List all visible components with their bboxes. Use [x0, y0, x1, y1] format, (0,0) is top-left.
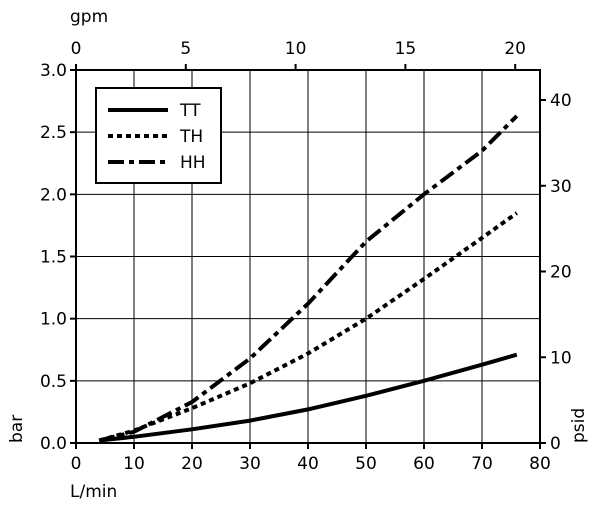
right-axis-label: psid [569, 408, 589, 443]
y-tick-label: 1.0 [40, 310, 67, 330]
legend-label-hh: HH [180, 153, 206, 173]
y2-tick-label: 20 [550, 263, 572, 283]
x2-tick-label: 0 [71, 39, 82, 59]
x-tick-label: 80 [529, 454, 551, 474]
top-axis-label: gpm [70, 7, 108, 27]
grid [75, 69, 541, 444]
x2-tick-label: 20 [504, 39, 526, 59]
y-tick-label: 0.0 [40, 434, 67, 454]
bottom-axis-label: L/min [70, 482, 117, 502]
x-tick-label: 10 [123, 454, 145, 474]
x2-tick-label: 5 [180, 39, 191, 59]
series-line-th [98, 211, 518, 443]
legend-box [95, 87, 222, 184]
x2-tick-label: 15 [395, 39, 417, 59]
x-tick-label: 50 [355, 454, 377, 474]
x-tick-label: 30 [239, 454, 261, 474]
legend-label-tt: TT [179, 101, 201, 121]
y-tick-label: 2.0 [40, 185, 67, 205]
tick-labels: 0 10 20 30 40 50 60 70 800.00.51.01.52.02.53.00 5… [40, 39, 572, 474]
y2-tick-label: 40 [550, 91, 572, 111]
y2-tick-label: 10 [550, 348, 572, 368]
x-tick-label: 40 [297, 454, 319, 474]
x-tick-label: 0 [71, 454, 82, 474]
legend-label-th: TH [179, 127, 203, 147]
y-tick-label: 2.5 [40, 123, 67, 143]
x-tick-label: 70 [471, 454, 493, 474]
left-axis-label: bar [7, 415, 27, 443]
x-tick-label: 20 [181, 454, 203, 474]
y2-tick-label: 30 [550, 177, 572, 197]
y-tick-label: 3.0 [40, 61, 67, 81]
series-line-hh [98, 114, 519, 443]
x2-tick-label: 10 [285, 39, 307, 59]
y-tick-label: 1.5 [40, 248, 67, 268]
series-lines [98, 114, 519, 443]
y2-tick-label: 0 [550, 434, 561, 454]
y-tick-label: 0.5 [40, 372, 67, 392]
legend: TT TH HH [95, 87, 222, 184]
series-line-tt [98, 352, 518, 443]
x-tick-label: 60 [413, 454, 435, 474]
